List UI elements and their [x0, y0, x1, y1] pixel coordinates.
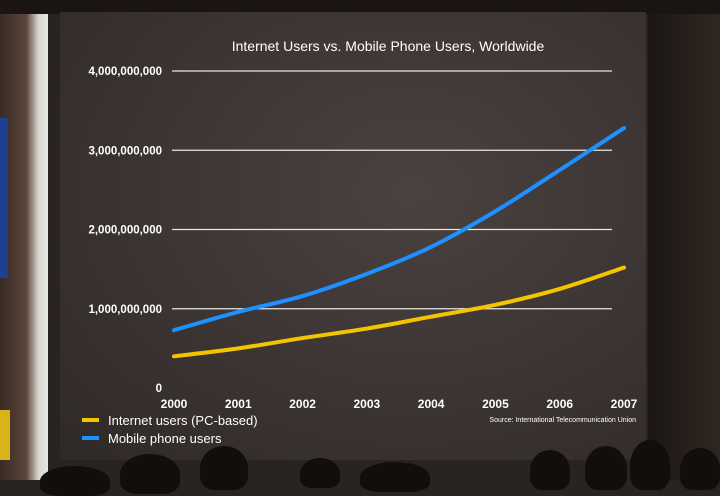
audience-head: [360, 462, 430, 492]
audience-head: [200, 446, 248, 490]
audience-head: [630, 440, 670, 490]
x-axis-tick-labels: 2000 2001 2002 2003 2004 2005 2006 2007: [161, 397, 638, 411]
x-tick-label: 2004: [418, 397, 445, 411]
y-tick-label: 1,000,000,000: [88, 304, 162, 316]
x-tick-label: 2005: [482, 397, 509, 411]
room-ceiling: [0, 0, 720, 14]
series-line-internet-users: [172, 265, 626, 359]
audience-head: [585, 446, 627, 490]
chart-title: Internet Users vs. Mobile Phone Users, W…: [232, 38, 545, 54]
x-tick-label: 2007: [611, 397, 638, 411]
y-tick-label: 4,000,000,000: [88, 66, 162, 78]
legend-label-mobile-phone-users: Mobile phone users: [108, 431, 222, 446]
x-tick-label: 2000: [161, 397, 188, 411]
room-left-wall: [0, 14, 48, 480]
line-chart: Internet Users vs. Mobile Phone Users, W…: [82, 38, 638, 446]
legend: Internet users (PC-based) Mobile phone u…: [82, 413, 258, 446]
legend-label-internet-users: Internet users (PC-based): [108, 413, 258, 428]
y-axis-tick-labels: 0 1,000,000,000 2,000,000,000 3,000,000,000…: [88, 66, 162, 395]
series-lines: [172, 126, 626, 359]
x-tick-label: 2006: [546, 397, 573, 411]
gridlines: [172, 70, 612, 310]
audience-head: [40, 466, 110, 496]
audience-head: [680, 448, 720, 490]
y-tick-label: 2,000,000,000: [88, 225, 162, 237]
room-right-wall: [648, 14, 720, 480]
x-tick-label: 2002: [289, 397, 316, 411]
audience-head: [530, 450, 570, 490]
y-tick-label: 3,000,000,000: [88, 145, 162, 157]
left-blue-banner: [0, 118, 8, 278]
audience-head: [300, 458, 340, 488]
left-yellow-banner: [0, 410, 10, 460]
projection-screen: [60, 12, 646, 460]
series-line-mobile-phone-users: [172, 126, 626, 333]
audience-head: [120, 454, 180, 494]
x-tick-label: 2003: [354, 397, 381, 411]
audience-silhouettes: [0, 440, 720, 496]
x-tick-label: 2001: [225, 397, 252, 411]
y-tick-label: 0: [156, 383, 162, 395]
source-note: Source: International Telecommunication …: [489, 417, 636, 424]
